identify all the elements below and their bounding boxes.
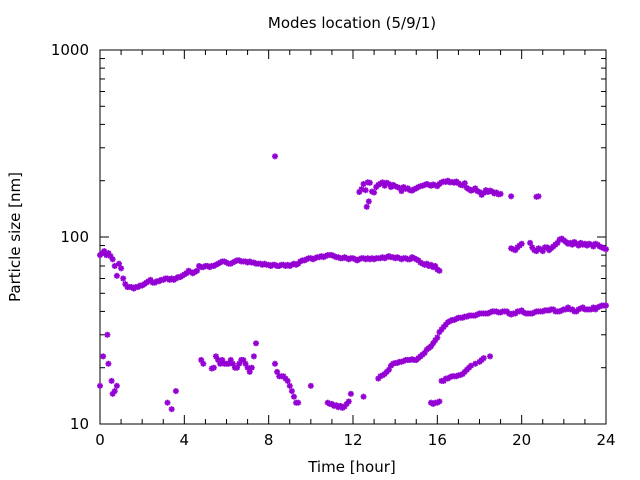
data-point bbox=[497, 190, 504, 197]
data-point bbox=[508, 193, 515, 200]
data-point bbox=[115, 260, 122, 267]
data-point bbox=[603, 302, 609, 309]
data-point bbox=[250, 353, 257, 360]
data-point bbox=[111, 388, 118, 395]
x-tick-label: 20 bbox=[512, 431, 531, 449]
data-point bbox=[363, 203, 370, 210]
data-point bbox=[229, 360, 236, 367]
data-point bbox=[193, 267, 200, 274]
x-tick-label: 0 bbox=[95, 431, 105, 449]
data-point bbox=[362, 187, 369, 194]
data-point bbox=[366, 179, 373, 186]
data-point bbox=[347, 390, 354, 397]
y-tick-labels: 10 100 1000 bbox=[51, 41, 89, 433]
y-tick-label: 1000 bbox=[51, 41, 89, 59]
data-point bbox=[271, 360, 278, 367]
plot-frame bbox=[99, 49, 607, 425]
data-point bbox=[120, 275, 127, 282]
data-point bbox=[253, 340, 260, 347]
x-tick-labels: 0 4 8 12 16 20 24 bbox=[95, 431, 615, 449]
x-tick-label: 16 bbox=[428, 431, 447, 449]
data-point bbox=[118, 265, 125, 272]
data-point bbox=[461, 180, 468, 187]
data-point bbox=[168, 406, 175, 413]
x-tick-label: 8 bbox=[264, 431, 274, 449]
x-axis-label: Time [hour] bbox=[307, 458, 396, 476]
data-point bbox=[286, 382, 293, 389]
data-point bbox=[288, 388, 295, 395]
y-axis-label: Particle size [nm] bbox=[6, 172, 24, 302]
data-point bbox=[104, 331, 111, 338]
data-point bbox=[345, 398, 352, 405]
data-point bbox=[210, 364, 217, 371]
data-point bbox=[365, 198, 372, 205]
chart-title: Modes location (5/9/1) bbox=[268, 14, 436, 32]
x-tick-label: 24 bbox=[596, 431, 615, 449]
data-point bbox=[307, 382, 314, 389]
data-point bbox=[100, 353, 107, 360]
data-point bbox=[111, 262, 118, 269]
x-tick-label: 4 bbox=[180, 431, 190, 449]
data-point bbox=[164, 399, 171, 406]
data-point bbox=[109, 256, 116, 263]
data-point bbox=[371, 189, 378, 196]
y-tick-label: 10 bbox=[70, 415, 89, 433]
data-point bbox=[436, 398, 443, 405]
data-point bbox=[487, 353, 494, 360]
data-point bbox=[113, 382, 120, 389]
x-tick-label: 12 bbox=[343, 431, 362, 449]
data-point bbox=[603, 246, 609, 253]
data-point bbox=[248, 364, 255, 371]
data-point bbox=[97, 382, 103, 389]
data-point bbox=[295, 399, 302, 406]
data-point bbox=[200, 360, 207, 367]
data-point bbox=[290, 393, 297, 400]
data-points bbox=[97, 153, 609, 413]
data-point bbox=[360, 393, 367, 400]
data-point bbox=[434, 334, 441, 341]
data-point bbox=[480, 355, 487, 362]
data-point bbox=[518, 240, 525, 247]
data-point bbox=[105, 360, 112, 367]
y-tick-label: 100 bbox=[60, 228, 89, 246]
data-point bbox=[284, 377, 291, 384]
data-point bbox=[535, 193, 542, 200]
data-point bbox=[172, 388, 179, 395]
data-point bbox=[436, 267, 443, 274]
data-point bbox=[527, 239, 534, 246]
data-point bbox=[271, 153, 278, 160]
axis-ticks bbox=[99, 49, 607, 425]
data-point bbox=[113, 272, 120, 279]
data-point bbox=[108, 377, 115, 384]
